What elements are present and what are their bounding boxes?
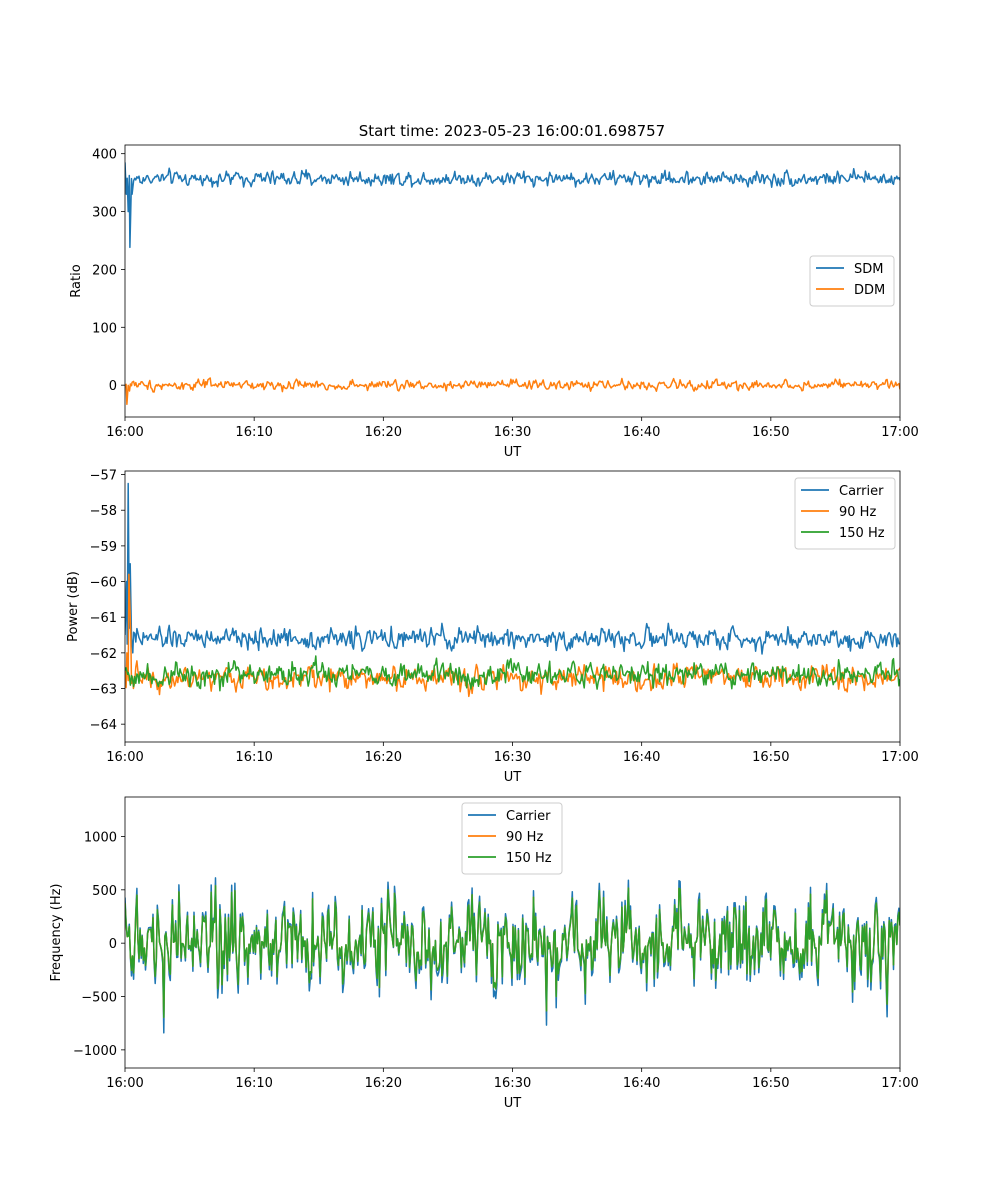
legend-label: DDM (854, 283, 885, 298)
x-tick-label: 16:50 (752, 750, 789, 765)
x-tick-label: 16:10 (235, 750, 272, 765)
y-tick-label: 0 (109, 937, 117, 952)
y-tick-label: −63 (90, 683, 117, 698)
x-tick-label: 16:10 (235, 425, 272, 440)
legend-label: 150 Hz (839, 526, 885, 541)
y-tick-label: −64 (90, 718, 117, 733)
x-tick-label: 16:20 (365, 750, 402, 765)
x-tick-label: 16:40 (623, 1076, 660, 1091)
x-axis-label: UT (504, 445, 522, 460)
legend-label: Carrier (506, 809, 551, 824)
x-tick-label: 16:50 (752, 1076, 789, 1091)
x-tick-label: 16:40 (623, 425, 660, 440)
series-lines (125, 877, 900, 1034)
panel-ratio: 16:00 16:10 16:20 16:30 16:40 16:50 17:00 0 100 2… (69, 144, 919, 460)
y-tick-label: 300 (92, 206, 117, 221)
x-tick-label: 17:00 (881, 750, 918, 765)
legend-label: SDM (854, 262, 883, 277)
series-line-150-hz (125, 885, 900, 1019)
panel-frequency: 16:00 16:10 16:20 16:30 16:40 16:50 17:00 −1000… (49, 796, 919, 1111)
series-line-ddm (125, 377, 900, 406)
y-axis-label: Frequency (Hz) (49, 883, 64, 981)
y-axis-label: Ratio (69, 264, 84, 297)
y-tick-label: 200 (92, 263, 117, 278)
y-tick-label: −62 (90, 647, 117, 662)
y-tick-label: 1000 (84, 830, 117, 845)
y-tick-label: 500 (92, 884, 117, 899)
legend-label: 150 Hz (506, 851, 552, 866)
x-tick-label: 17:00 (881, 425, 918, 440)
y-tick-label: −61 (90, 611, 117, 626)
y-tick-label: −60 (90, 576, 117, 591)
y-tick-label: −500 (81, 991, 117, 1006)
x-tick-label: 16:10 (235, 1076, 272, 1091)
y-axis-label: Power (dB) (66, 571, 81, 642)
x-tick-label: 16:00 (106, 425, 143, 440)
legend-label: 90 Hz (839, 505, 876, 520)
y-tick-label: −57 (90, 469, 117, 484)
series-line-sdm (125, 162, 900, 249)
series-line-carrier (125, 482, 900, 655)
x-tick-label: 16:50 (752, 425, 789, 440)
x-axis-label: UT (504, 1096, 522, 1111)
series-lines (125, 482, 900, 698)
legend-label: 90 Hz (506, 830, 543, 845)
y-tick-label: −58 (90, 504, 117, 519)
series-line-150-hz (125, 655, 900, 692)
x-tick-label: 16:20 (365, 1076, 402, 1091)
y-tick-label: 100 (92, 321, 117, 336)
y-tick-label: −1000 (73, 1044, 117, 1059)
figure-title: Start time: 2023-05-23 16:00:01.698757 (359, 122, 665, 140)
panel-power: 16:00 16:10 16:20 16:30 16:40 16:50 17:00 −64 −6… (66, 469, 919, 785)
x-tick-label: 16:00 (106, 750, 143, 765)
x-tick-label: 16:30 (494, 750, 531, 765)
x-tick-label: 16:20 (365, 425, 402, 440)
legend-label: Carrier (839, 484, 884, 499)
x-axis-label: UT (504, 770, 522, 785)
series-lines (125, 162, 900, 406)
x-tick-label: 16:30 (494, 1076, 531, 1091)
x-tick-label: 16:00 (106, 1076, 143, 1091)
y-tick-label: −59 (90, 540, 117, 555)
x-tick-label: 17:00 (881, 1076, 918, 1091)
axes-frame (124, 470, 901, 743)
x-tick-label: 16:30 (494, 425, 531, 440)
y-tick-label: 400 (92, 148, 117, 163)
x-tick-label: 16:40 (623, 750, 660, 765)
y-tick-label: 0 (109, 379, 117, 394)
axes-frame (124, 144, 901, 418)
